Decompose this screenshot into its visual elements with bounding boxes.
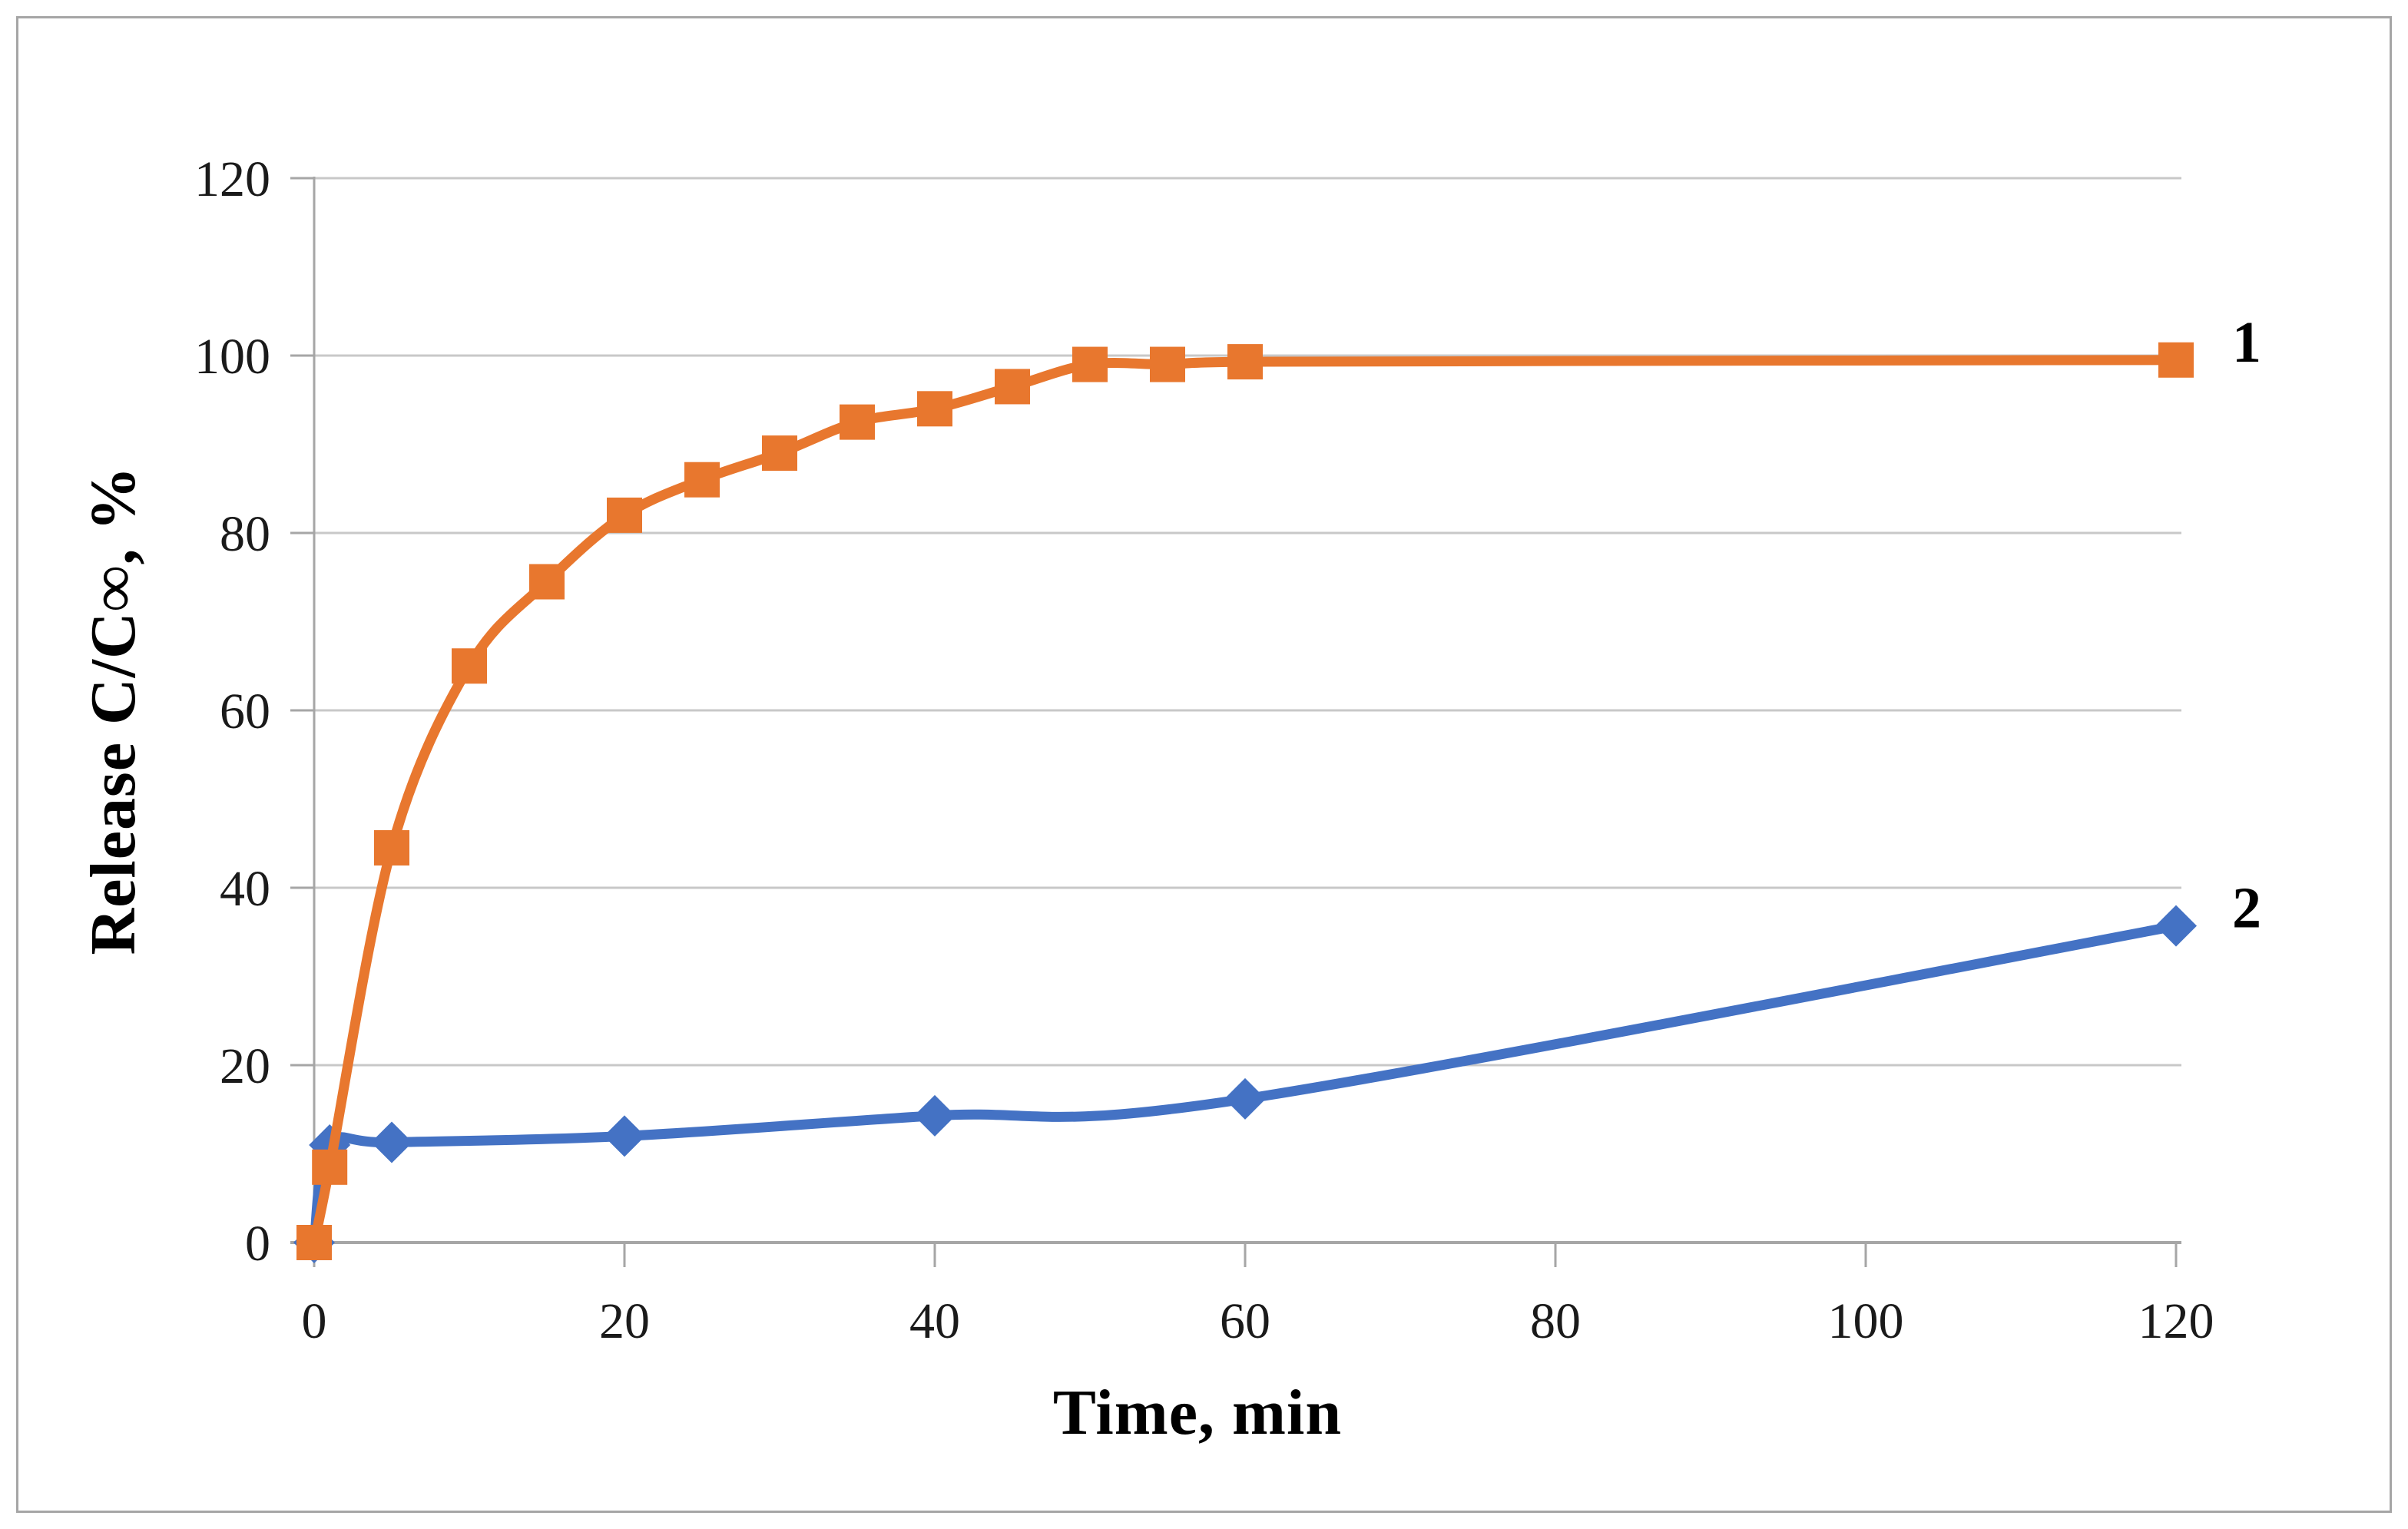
- series-1-marker-45: [995, 369, 1030, 405]
- x-tick-label-40: 40: [909, 1293, 960, 1349]
- series-2-marker-120: [2155, 905, 2197, 947]
- series-1-label: 1: [2232, 310, 2261, 375]
- y-tick-label-40: 40: [220, 861, 270, 917]
- series-1-marker-30: [762, 435, 797, 472]
- x-axis-title: Time, min: [1052, 1377, 1343, 1448]
- series-1-marker-35: [840, 404, 875, 440]
- x-tick-label-100: 100: [1828, 1293, 1904, 1349]
- y-tick-label-60: 60: [220, 683, 270, 740]
- x-tick-label-60: 60: [1220, 1293, 1270, 1349]
- series-1-marker-10: [452, 648, 487, 684]
- y-tick-label-120: 120: [194, 151, 270, 207]
- series-1-marker-20: [607, 497, 642, 533]
- y-tick-label-80: 80: [220, 506, 270, 562]
- y-axis-title: Release C/C∞, %: [78, 465, 149, 955]
- series-1-marker-1: [312, 1149, 348, 1185]
- y-tick-label-100: 100: [194, 329, 270, 385]
- series-1-marker-60: [1227, 344, 1263, 380]
- series-1-marker-55: [1150, 346, 1185, 382]
- series-1-marker-40: [917, 391, 952, 427]
- x-tick-label-120: 120: [2138, 1293, 2214, 1349]
- series-2-marker-60: [1224, 1077, 1266, 1120]
- series-1-marker-25: [684, 462, 720, 498]
- x-tick-label-20: 20: [599, 1293, 650, 1349]
- series-2-marker-5: [371, 1121, 412, 1163]
- series-1-marker-50: [1072, 346, 1108, 382]
- series-1-marker-120: [2158, 342, 2194, 378]
- x-tick-label-80: 80: [1530, 1293, 1581, 1349]
- series-2-label: 2: [2232, 876, 2261, 941]
- series-1-marker-5: [374, 830, 409, 866]
- y-tick-label-0: 0: [245, 1216, 270, 1272]
- series-2-marker-20: [604, 1115, 645, 1157]
- series-2-marker-40: [914, 1094, 956, 1137]
- series-1-marker-0: [296, 1225, 332, 1260]
- series-2-line: [309, 921, 2181, 1248]
- y-tick-label-20: 20: [220, 1038, 270, 1094]
- x-tick-label-0: 0: [302, 1293, 327, 1349]
- series-1-marker-15: [529, 564, 565, 600]
